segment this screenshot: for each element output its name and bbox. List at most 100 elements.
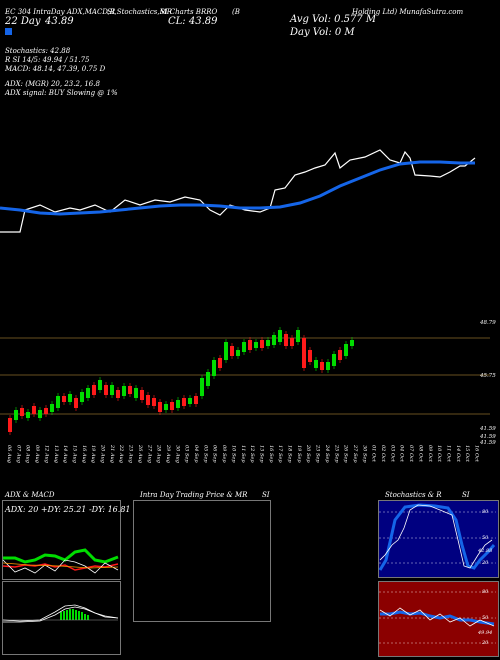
x-axis-label: 13 Sep — [258, 445, 264, 463]
x-axis-label: 26 Sep — [343, 444, 349, 463]
header-title-right: SI Charts BRRO — [160, 8, 218, 16]
x-axis-label: 04 Sep — [193, 445, 199, 463]
candle-body — [278, 330, 282, 342]
candle-body — [338, 350, 342, 360]
candle-body — [200, 378, 204, 396]
x-axis-label: 28 Aug — [156, 444, 162, 463]
candle-body — [56, 396, 60, 408]
candle-body — [296, 330, 300, 342]
candle-body — [44, 408, 48, 414]
candle-body — [146, 395, 150, 405]
candle-body — [272, 335, 276, 345]
candle-body — [248, 340, 252, 350]
candle-body — [32, 406, 36, 414]
rsi-readout: R SI 14/5: 49.94 / 51.75 — [5, 56, 90, 64]
candle-body — [140, 390, 144, 400]
x-axis-label: 25 Sep — [333, 444, 339, 463]
candle-body — [212, 360, 216, 376]
stoch-rsi-title: Stochastics & R — [385, 491, 442, 499]
x-axis-label: 07 Oct — [408, 445, 414, 463]
price-label-3: 41.59 — [479, 426, 496, 432]
candle-body — [326, 362, 330, 370]
x-axis-label: 30 Sep — [361, 445, 367, 463]
stochastics-readout: Stochastics: 42.88 — [5, 47, 71, 55]
candle-body — [350, 340, 354, 346]
x-axis-label: 10 Sep — [230, 445, 236, 463]
candle-body — [320, 362, 324, 370]
candlestick-group — [8, 327, 354, 435]
candle-body — [74, 398, 78, 408]
x-axis-label: 10 Oct — [436, 445, 442, 463]
x-axis-label: 01 Oct — [371, 445, 377, 463]
candle-body — [182, 398, 186, 406]
header-date: 22 Day — [5, 16, 41, 27]
price-label-2: 45.75 — [479, 373, 496, 379]
candle-body — [236, 350, 240, 356]
header-title-extra: (B — [232, 8, 240, 16]
candle-body — [314, 360, 318, 368]
candle-body — [104, 385, 108, 395]
x-axis-label: 18 Sep — [287, 445, 293, 463]
x-axis-label: 14 Aug — [62, 445, 68, 463]
x-axis-label: 07 Aug — [15, 445, 21, 463]
price-label-4: 41.59 — [479, 434, 496, 440]
x-axis-label: 02 Oct — [380, 445, 386, 463]
main-chart: 48.79 45.75 41.59 41.59 41.59 06 Aug 07 A… — [0, 149, 496, 463]
candle-body — [50, 404, 54, 412]
stoch-rsi-title-si: SI — [462, 491, 470, 499]
x-axis-label: 06 Aug — [6, 445, 12, 463]
candle-body — [116, 390, 120, 398]
rsi-panel — [378, 581, 499, 657]
macd-panel — [2, 581, 121, 655]
x-axis-label: 03 Oct — [389, 445, 395, 463]
candle-body — [20, 408, 24, 416]
day-volume: Day Vol: 0 M — [290, 27, 355, 38]
candle-body — [266, 340, 270, 346]
x-axis-label: 05 Sep — [202, 445, 208, 463]
x-axis-label: 15 Aug — [71, 445, 77, 463]
header-value: 43.89 — [45, 16, 74, 27]
price-label-1: 48.79 — [479, 320, 496, 326]
blue-marker — [5, 28, 12, 35]
close-label: CL: 43.89 — [168, 16, 218, 27]
candle-body — [176, 400, 180, 408]
x-axis-label: 19 Aug — [90, 445, 96, 463]
x-axis-label: 04 Oct — [399, 445, 405, 463]
adx-macd-title: ADX & MACD — [5, 491, 55, 499]
x-axis-label: 16 Sep — [268, 445, 274, 463]
candle-body — [164, 404, 168, 410]
x-axis-label: 23 Aug — [128, 444, 134, 463]
x-axis-label: 12 Sep — [249, 445, 255, 463]
x-axis-label: 15 Oct — [464, 445, 470, 463]
candle-body — [134, 388, 138, 398]
x-axis-label: 16 Oct — [474, 445, 480, 463]
candle-body — [110, 385, 114, 395]
stochastics-panel — [378, 500, 499, 578]
candle-body — [68, 394, 72, 402]
candle-body — [62, 396, 66, 402]
x-axis-labels: 06 Aug 07 Aug 08 Aug 09 Aug 12 Aug 13 Aug 14 A… — [6, 444, 480, 463]
candle-body — [332, 354, 336, 366]
x-axis-label: 29 Aug — [165, 444, 171, 463]
x-axis-label: 20 Sep — [305, 444, 311, 463]
candle-body — [308, 350, 312, 362]
price-line-white — [0, 149, 476, 233]
candle-body — [344, 344, 348, 356]
x-axis-label: 11 Oct — [445, 445, 451, 463]
candle-body — [224, 342, 228, 360]
x-axis-label: 19 Sep — [296, 445, 302, 463]
header-title-left: EC 304 IntraDay ADX,MACD,R — [5, 8, 116, 16]
intraday-panel — [133, 500, 271, 622]
x-axis-label: 21 Aug — [109, 444, 115, 463]
adx-signal-readout: ADX signal: BUY Slowing @ 1% — [5, 89, 118, 97]
x-axis-label: 27 Sep — [352, 444, 358, 463]
candle-body — [152, 398, 156, 406]
candle-body — [8, 418, 12, 432]
x-axis-label: 03 Sep — [184, 445, 190, 463]
x-axis-label: 26 Aug — [137, 444, 143, 463]
candle-body — [218, 358, 222, 368]
x-axis-label: 24 Sep — [324, 444, 330, 463]
candle-body — [98, 380, 102, 390]
x-axis-label: 09 Aug — [34, 445, 40, 463]
candle-body — [194, 396, 198, 404]
